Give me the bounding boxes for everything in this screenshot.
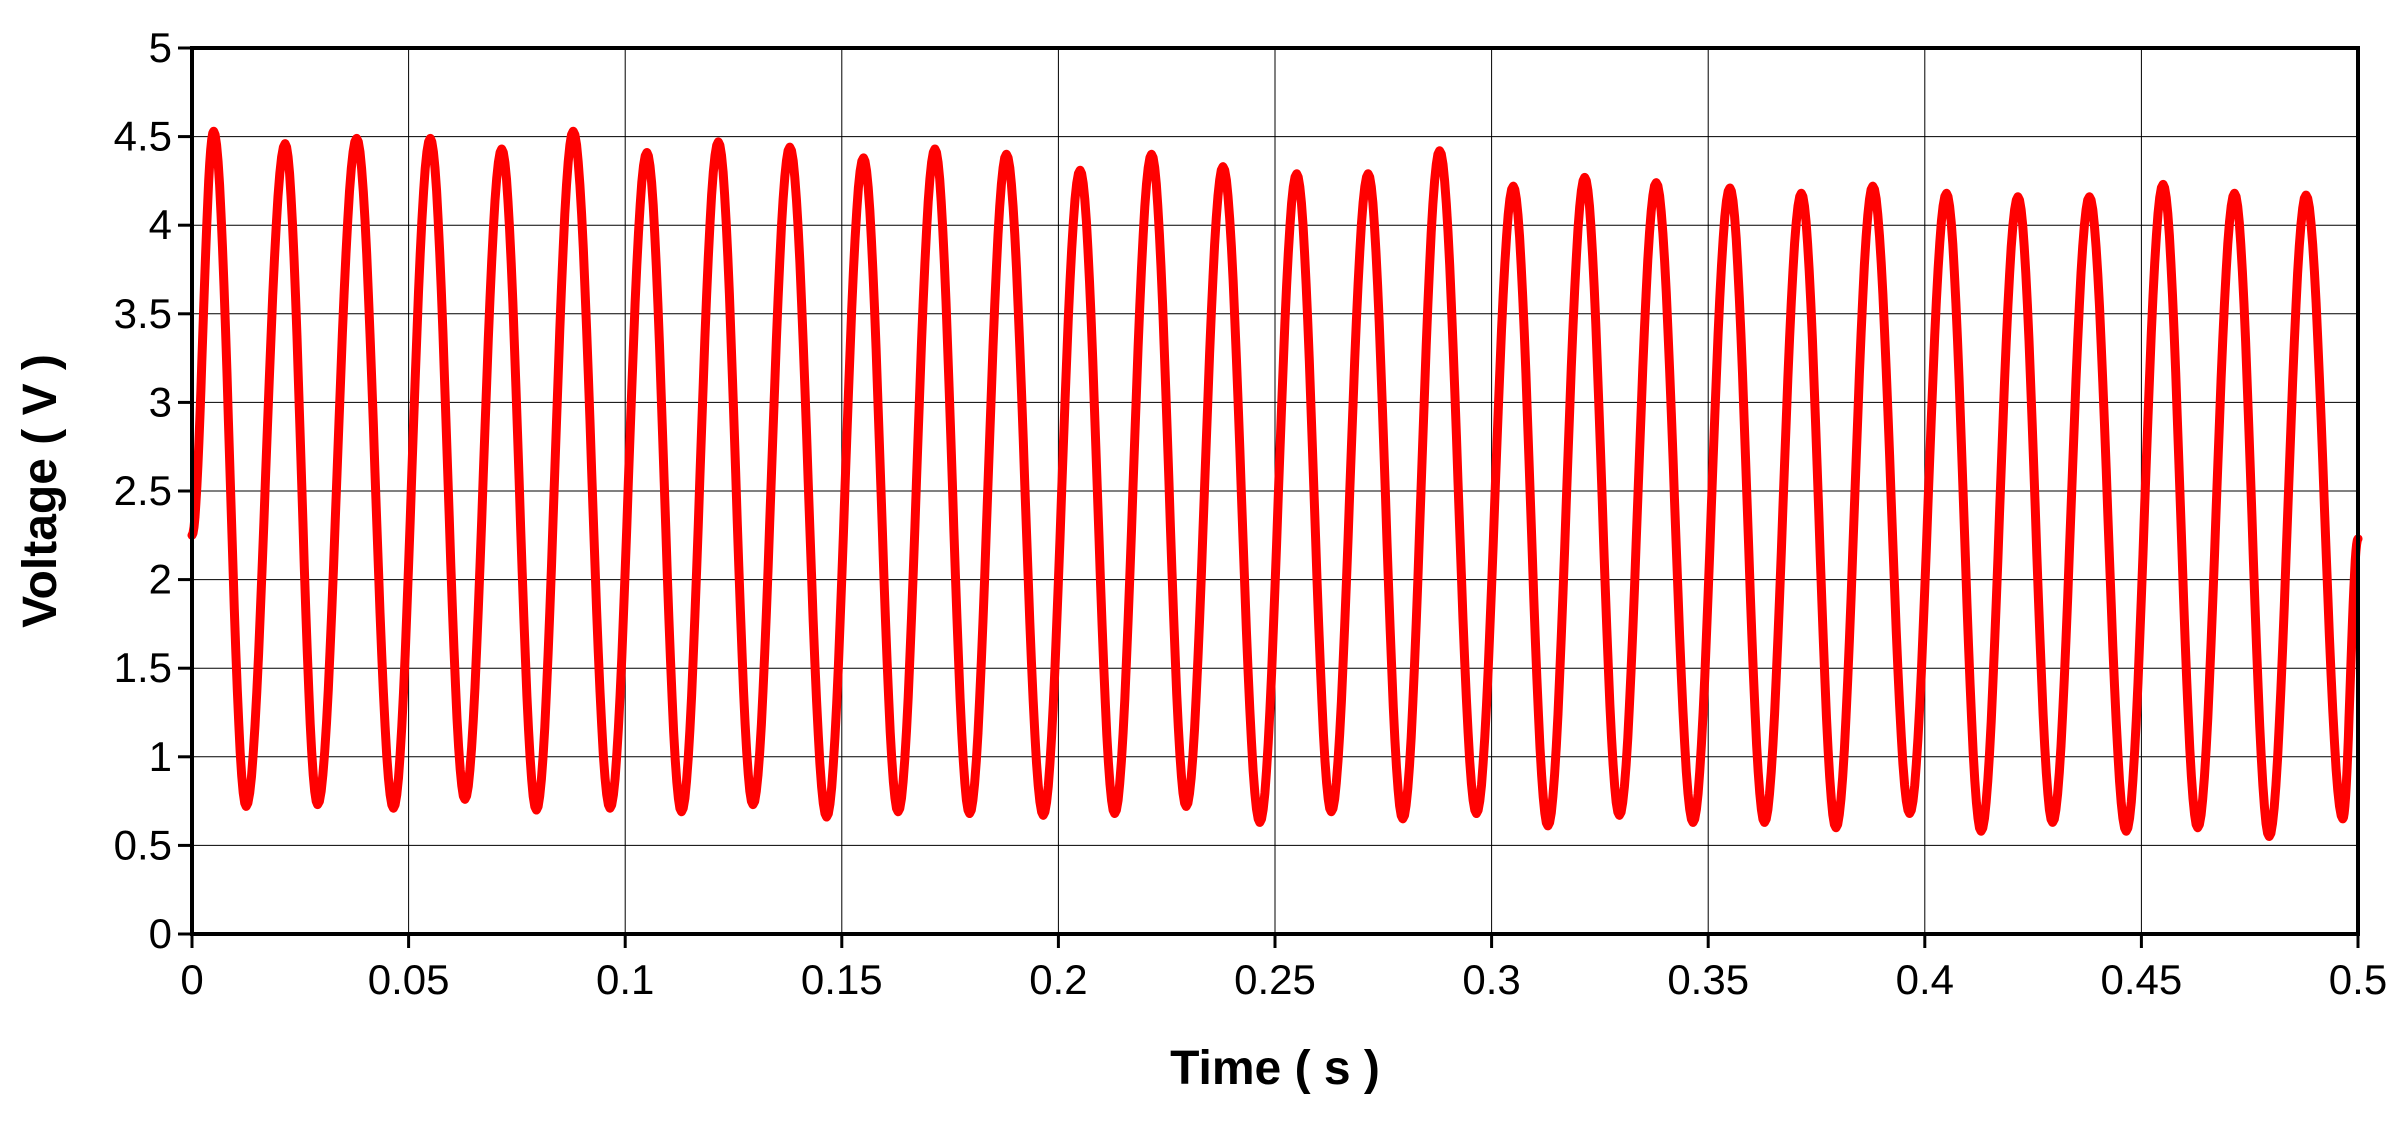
- y-tick-label: 3: [149, 378, 172, 425]
- y-tick-label: 0: [149, 910, 172, 957]
- y-tick-label: 0.5: [114, 821, 172, 868]
- x-tick-label: 0.15: [801, 956, 883, 1003]
- x-tick-label: 0.5: [2329, 956, 2387, 1003]
- y-tick-label: 1: [149, 733, 172, 780]
- series-line-group: [187, 126, 2363, 841]
- y-tick-label: 5: [149, 24, 172, 71]
- y-tick-label: 2.5: [114, 467, 172, 514]
- y-axis-title: Voltage ( V ): [14, 354, 67, 628]
- y-tick-label: 4.5: [114, 113, 172, 160]
- x-tick-label: 0.05: [368, 956, 450, 1003]
- y-axis: 0 0.5 1 1.5 2 2.5 3 3.5 4 4.5 5: [114, 24, 192, 957]
- x-axis: 0 0.05 0.1 0.15 0.2 0.25 0.3 0.35 0.4 0.45 0.5: [180, 934, 2387, 1003]
- x-tick-label: 0.2: [1029, 956, 1087, 1003]
- x-tick-label: 0.3: [1462, 956, 1520, 1003]
- y-tick-label: 1.5: [114, 644, 172, 691]
- x-tick-label: 0.45: [2101, 956, 2183, 1003]
- x-tick-label: 0.35: [1667, 956, 1749, 1003]
- y-tick-label: 3.5: [114, 290, 172, 337]
- y-tick-label: 2: [149, 556, 172, 603]
- voltage-series-line: [187, 126, 2363, 841]
- x-axis-title: Time ( s ): [1170, 1042, 1380, 1095]
- x-tick-label: 0.1: [596, 956, 654, 1003]
- x-tick-label: 0.4: [1896, 956, 1954, 1003]
- x-tick-label: 0: [180, 956, 203, 1003]
- y-tick-label: 4: [149, 201, 172, 248]
- x-tick-label: 0.25: [1234, 956, 1316, 1003]
